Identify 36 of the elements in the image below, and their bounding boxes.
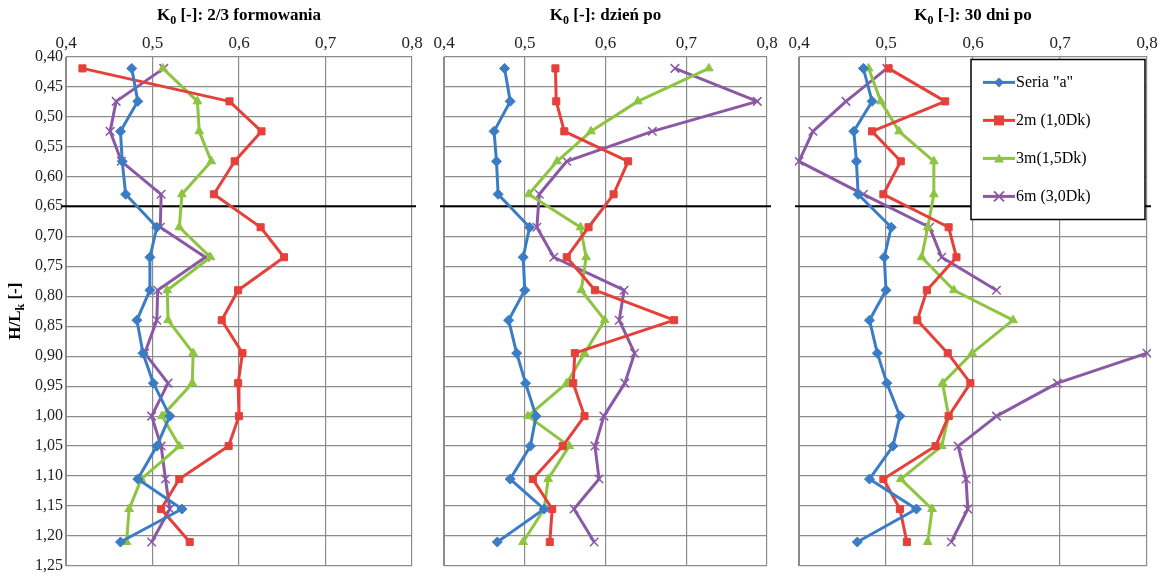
x-tick-label: 0,4 — [433, 32, 456, 52]
y-tick-label: 0,95 — [35, 376, 63, 394]
y-tick-label: 0,80 — [35, 286, 63, 304]
y-tick-label: 0,60 — [35, 166, 63, 184]
y-tick-label: 1,25 — [35, 556, 63, 574]
x-tick-label: 0,6 — [594, 32, 617, 52]
x-tick-label: 0,7 — [1049, 32, 1072, 52]
x-tick-label: 0,6 — [962, 32, 984, 52]
x-tick-label: 0,7 — [314, 32, 337, 52]
legend-label: 6m (3,0Dk) — [1016, 186, 1091, 205]
x-tick-label: 0,5 — [141, 32, 164, 52]
y-tick-label: 1,00 — [35, 406, 63, 424]
y-tick-label: 1,10 — [35, 466, 63, 484]
y-tick-label: 0,50 — [35, 106, 63, 124]
legend-label: 3m(1,5Dk) — [1016, 148, 1087, 167]
x-tick-label: 0,8 — [756, 32, 778, 52]
y-tick-label: 0,85 — [35, 316, 63, 334]
y-tick-label: 0,65 — [35, 196, 63, 214]
y-tick-label: 0,55 — [35, 136, 63, 154]
y-tick-label: 1,20 — [35, 526, 63, 544]
x-tick-label: 0,8 — [1136, 32, 1158, 52]
x-tick-label: 0,8 — [401, 32, 423, 52]
legend-label: 2m (1,0Dk) — [1016, 110, 1091, 129]
x-tick-label: 0,5 — [875, 32, 897, 52]
x-tick-label: 0,4 — [788, 32, 811, 52]
y-tick-label: 1,05 — [35, 436, 63, 454]
legend-label: Seria "a" — [1016, 72, 1074, 90]
y-tick-label: 0,90 — [35, 346, 63, 364]
x-tick-label: 0,6 — [228, 32, 250, 52]
y-tick-label: 0,75 — [35, 256, 63, 274]
y-tick-label: 1,15 — [35, 496, 63, 514]
x-tick-label: 0,7 — [675, 32, 698, 52]
y-tick-label: 0,45 — [35, 76, 63, 94]
x-tick-label: 0,5 — [514, 32, 536, 52]
y-axis-title: H/Lk [-] — [5, 282, 28, 340]
y-tick-label: 0,70 — [35, 226, 63, 244]
